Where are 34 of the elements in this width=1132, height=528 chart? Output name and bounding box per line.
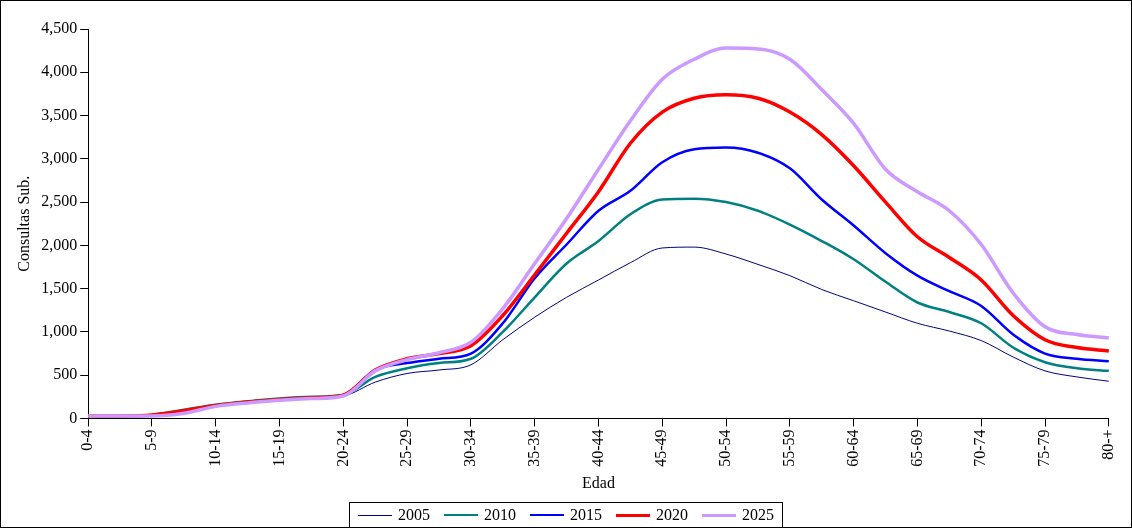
y-tick-label: 4,000 <box>41 62 78 80</box>
x-tick-label: 40-44 <box>588 429 606 467</box>
x-tick-label: 30-34 <box>461 429 479 467</box>
legend-label: 2015 <box>570 506 602 524</box>
x-tick-label: 65-69 <box>907 429 925 467</box>
y-axis-title: Consultas Sub. <box>14 175 32 272</box>
y-tick-label: 1,000 <box>41 322 78 340</box>
x-tick-label: 15-19 <box>269 429 287 467</box>
legend-label: 2025 <box>742 506 774 524</box>
y-tick-label: 500 <box>53 365 78 383</box>
y-tick-label: 2,000 <box>41 235 78 253</box>
legend-label: 2010 <box>484 506 516 524</box>
x-tick-label: 70-74 <box>971 429 989 467</box>
x-tick-label: 10-14 <box>205 429 223 467</box>
x-tick-label: 20-24 <box>333 429 351 467</box>
y-tick-label: 2,500 <box>41 192 78 210</box>
y-tick-label: 3,000 <box>41 149 78 167</box>
y-tick-label: 0 <box>69 408 78 426</box>
x-tick-label: 75-79 <box>1035 429 1053 467</box>
y-tick-label: 1,500 <box>41 278 78 296</box>
y-tick-label: 3,500 <box>41 105 78 123</box>
x-tick-label: 25-29 <box>397 429 415 467</box>
y-tick-label: 4,500 <box>41 19 78 37</box>
x-tick-label: 35-39 <box>524 429 542 467</box>
x-tick-label: 45-49 <box>652 429 670 467</box>
x-tick-label: 0-4 <box>78 429 96 451</box>
legend-label: 2005 <box>398 506 430 524</box>
x-tick-label: 60-64 <box>843 429 861 467</box>
legend-label: 2020 <box>656 506 688 524</box>
x-tick-label: 55-59 <box>780 429 798 467</box>
x-tick-label: 5-9 <box>142 429 160 451</box>
x-axis-title: Edad <box>582 473 615 491</box>
x-tick-label: 80-+ <box>1099 429 1116 460</box>
x-tick-label: 50-54 <box>716 429 734 467</box>
